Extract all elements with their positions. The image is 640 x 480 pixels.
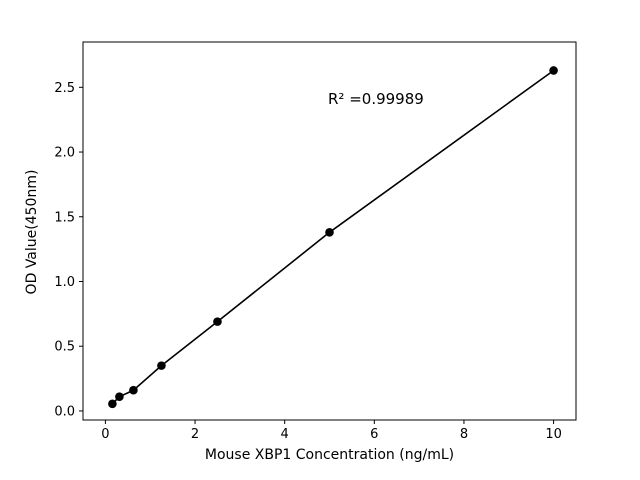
y-tick-label: 2.5 — [54, 81, 75, 96]
y-tick-label: 0.0 — [54, 404, 75, 419]
x-tick-label: 4 — [281, 427, 289, 442]
y-tick-label: 0.5 — [54, 340, 75, 355]
r-squared-annotation: R² =0.99989 — [328, 90, 424, 108]
y-axis-label: OD Value(450nm) — [24, 169, 40, 295]
x-tick-label: 8 — [460, 427, 468, 442]
axes-spines — [82, 41, 577, 421]
x-tick-label: 6 — [370, 427, 378, 442]
x-axis-label: Mouse XBP1 Concentration (ng/mL) — [204, 447, 455, 463]
data-point — [115, 392, 124, 401]
x-tick-label: 0 — [101, 427, 109, 442]
data-point — [129, 385, 138, 395]
x-tick-label: 10 — [545, 427, 562, 442]
y-tick-label: 2.0 — [54, 146, 75, 161]
y-tick-label: 1.5 — [54, 210, 75, 225]
data-point — [108, 399, 117, 409]
data-point — [213, 317, 222, 326]
trend-line — [111, 69, 555, 405]
data-point — [325, 227, 334, 237]
data-point — [549, 66, 558, 75]
data-point — [157, 361, 166, 370]
x-tick-label: 2 — [191, 427, 199, 442]
y-tick-label: 1.0 — [54, 275, 75, 290]
